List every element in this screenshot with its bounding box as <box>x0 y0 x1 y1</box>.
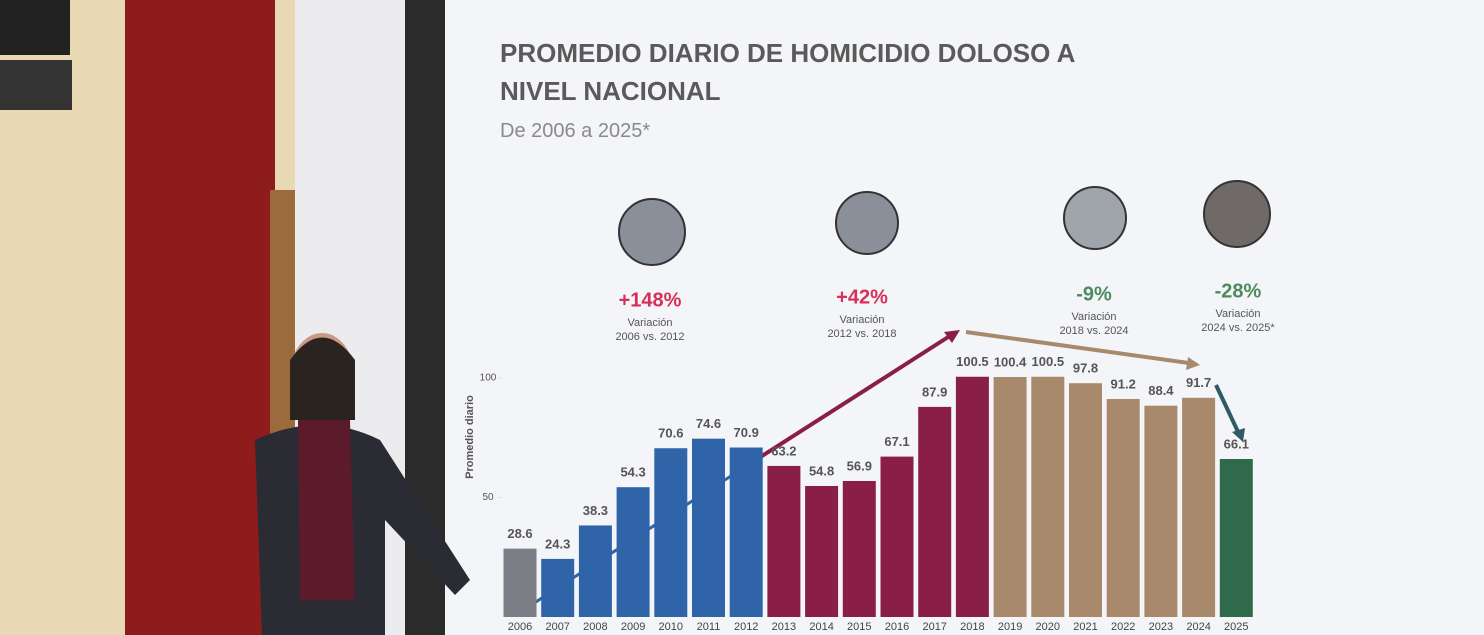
y-tick-label: 100 <box>480 373 497 384</box>
value-label: 91.7 <box>1186 375 1211 390</box>
value-label: 97.8 <box>1073 361 1098 376</box>
bar <box>692 438 725 617</box>
bar <box>880 456 914 617</box>
value-label: 74.6 <box>696 416 721 431</box>
x-tick-label: 2015 <box>847 621 871 633</box>
arrow-head <box>1232 428 1245 442</box>
portrait <box>1063 186 1127 250</box>
chart-subtitle: De 2006 a 2025* <box>500 120 651 142</box>
x-tick-label: 2007 <box>545 621 569 633</box>
variation-label: Variación <box>1215 308 1260 320</box>
bar <box>578 525 612 617</box>
presenter <box>255 333 470 635</box>
variation-label: Variación <box>1071 311 1116 323</box>
value-label: 91.2 <box>1111 376 1136 391</box>
variation-period: 2018 vs. 2024 <box>1059 325 1128 337</box>
value-label: 38.3 <box>583 503 608 518</box>
trend-arrow <box>1214 384 1242 437</box>
value-label: 100.4 <box>994 354 1027 369</box>
value-label: 70.9 <box>734 425 759 440</box>
hair <box>290 337 355 420</box>
value-label: 54.8 <box>809 463 834 478</box>
x-tick-label: 2021 <box>1073 621 1097 633</box>
arrow-head <box>944 330 960 343</box>
bar <box>503 548 537 617</box>
trend-arrow <box>965 330 1197 366</box>
bar <box>1182 397 1216 617</box>
bar <box>729 447 763 617</box>
x-tick-label: 2024 <box>1186 621 1210 633</box>
value-label: 88.4 <box>1148 383 1174 398</box>
x-tick-label: 2018 <box>960 621 984 633</box>
chart: Promedio diario 50 100 28.6 2006 24.3 2007 38.3… <box>464 280 1276 633</box>
blouse <box>298 420 355 600</box>
bar <box>993 376 1027 617</box>
value-label: 70.6 <box>658 426 683 441</box>
x-tick-label: 2006 <box>508 621 532 633</box>
x-tick-label: 2014 <box>809 621 833 633</box>
value-label: 67.1 <box>884 434 909 449</box>
bar <box>955 376 989 617</box>
bar <box>842 480 876 617</box>
y-axis-label: Promedio diario <box>464 395 476 479</box>
trend-arrow <box>746 330 958 467</box>
bar <box>1106 398 1140 617</box>
x-tick-label: 2011 <box>697 621 721 633</box>
curtain <box>125 0 275 635</box>
variation-label: Variación <box>627 317 672 329</box>
bar <box>654 448 688 617</box>
bar <box>616 487 650 617</box>
value-label: 63.2 <box>771 443 796 458</box>
y-tick-label: 50 <box>482 492 494 503</box>
x-tick-label: 2012 <box>734 621 758 633</box>
value-label: 100.5 <box>956 354 989 369</box>
camera-body <box>0 60 72 110</box>
arrow-head <box>1186 357 1200 370</box>
value-label: 56.9 <box>847 458 872 473</box>
x-tick-label: 2025 <box>1224 621 1248 633</box>
variation-label: Variación <box>839 314 884 326</box>
x-tick-label: 2023 <box>1149 621 1173 633</box>
portrait <box>618 198 686 266</box>
x-tick-label: 2008 <box>583 621 607 633</box>
bar <box>767 465 801 617</box>
bar <box>1144 405 1178 617</box>
variation-value: +42% <box>836 286 888 308</box>
bar <box>541 558 575 617</box>
variation-period: 2024 vs. 2025* <box>1201 322 1275 334</box>
x-tick-label: 2016 <box>885 621 909 633</box>
camera <box>0 0 70 55</box>
x-tick-label: 2020 <box>1036 621 1060 633</box>
value-label: 24.3 <box>545 536 570 551</box>
variation-period: 2006 vs. 2012 <box>615 331 684 343</box>
value-label: 28.6 <box>507 526 532 541</box>
value-label: 66.1 <box>1224 436 1249 451</box>
portrait <box>835 191 899 255</box>
x-tick-label: 2013 <box>772 621 796 633</box>
chart-title: PROMEDIO DIARIO DE HOMICIDIO DOLOSO A NI… <box>500 38 1075 106</box>
bar <box>1031 376 1065 617</box>
bar <box>1069 383 1102 617</box>
variation-value: +148% <box>619 289 682 311</box>
bar <box>1219 458 1253 617</box>
x-tick-label: 2010 <box>659 621 683 633</box>
value-label: 100.5 <box>1032 354 1065 369</box>
variation-period: 2012 vs. 2018 <box>827 328 896 340</box>
x-tick-label: 2009 <box>621 621 645 633</box>
variation-value: -28% <box>1215 280 1262 302</box>
variation-value: -9% <box>1076 283 1112 305</box>
x-tick-label: 2017 <box>922 621 946 633</box>
portrait <box>1203 180 1271 248</box>
x-tick-label: 2022 <box>1111 621 1135 633</box>
x-tick-label: 2019 <box>998 621 1022 633</box>
value-label: 87.9 <box>922 384 947 399</box>
value-label: 54.3 <box>620 465 645 480</box>
bar <box>918 406 952 617</box>
bar <box>805 486 839 617</box>
